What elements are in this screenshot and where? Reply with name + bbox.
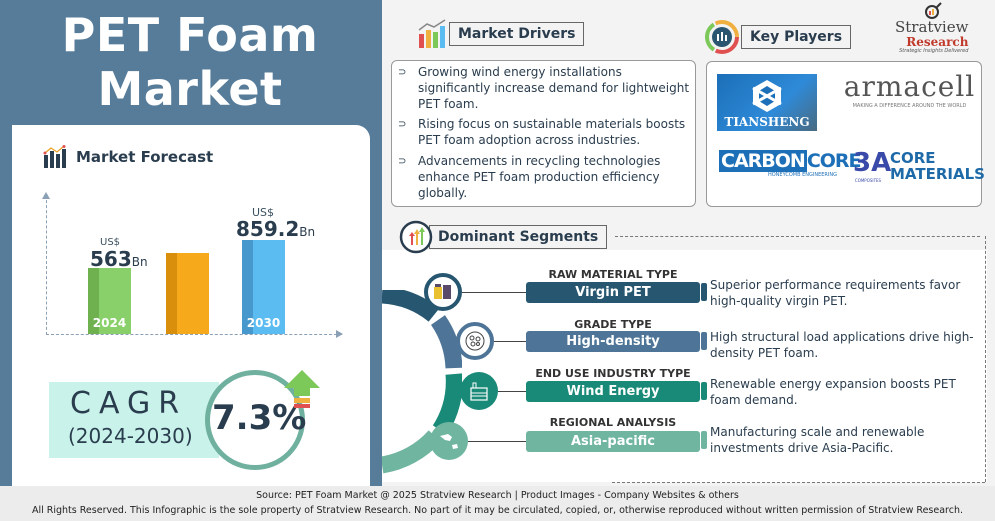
page-title: PET Foam Market: [40, 8, 340, 116]
segment-description: Manufacturing scale and renewable invest…: [710, 425, 925, 455]
growth-arrow-icon: [284, 370, 320, 408]
value-2030: 859.2Bn: [236, 217, 316, 241]
segments-arrows-icon: [399, 220, 433, 254]
cagr-label: CAGR: [70, 386, 188, 421]
segment-caption: GRADE TYPE: [574, 318, 652, 331]
armacell-logo: armacell MAKING A DIFFERENCE AROUND THE …: [843, 70, 976, 109]
title-line-2: Market: [97, 62, 283, 116]
stratview-logo: Stratview Research Strategic Insights De…: [895, 2, 968, 54]
bar-2030: 2030: [242, 240, 285, 334]
bullet-icon: ⊃: [398, 156, 407, 167]
bar-2024: 2024: [88, 268, 131, 334]
value-2024: 563Bn: [90, 247, 148, 271]
segment-description: Superior performance requirements favor …: [710, 278, 961, 308]
connector-line: [494, 341, 526, 342]
segment-caption: RAW MATERIAL TYPE: [548, 268, 678, 281]
cagr-value: 7.3%: [212, 398, 307, 438]
segment-caption: END USE INDUSTRY TYPE: [535, 367, 691, 380]
material-icon: [424, 273, 462, 311]
segment-caption: REGIONAL ANALYSIS: [549, 416, 677, 429]
bar-year-label: 2024: [92, 316, 127, 330]
drivers-heading-text: Market Drivers: [449, 22, 585, 46]
footer: Source: PET Foam Market @ 2025 Stratview…: [0, 486, 995, 521]
bar-year-label: 2030: [246, 316, 281, 330]
forecast-heading-text: Market Forecast: [76, 148, 214, 166]
drivers-chart-icon: [418, 19, 446, 48]
dominant-segments-heading: Dominant Segments: [399, 220, 608, 254]
x-axis: [46, 334, 342, 335]
segment-value-pill: Wind Energy: [526, 381, 700, 402]
segment-marker: [701, 382, 707, 400]
driver-item: Growing wind energy installations signif…: [418, 65, 690, 111]
title-line-1: PET Foam: [61, 8, 319, 62]
drivers-list: ⊃ Growing wind energy installations sign…: [391, 60, 696, 207]
dashed-border: [615, 236, 980, 237]
core-materials-logo: CORE MATERIALS: [890, 149, 985, 183]
connector-line: [498, 391, 526, 392]
carboncore-logo: CARBON CORE HONEYCOMB ENGINEERING: [719, 150, 862, 178]
cagr-box: [49, 382, 219, 458]
bullet-icon: ⊃: [398, 119, 407, 130]
factory-icon: [460, 372, 498, 410]
segment-value-pill: Asia-pacific: [526, 431, 700, 452]
tiansheng-hex-icon: [752, 80, 782, 112]
3a-composites-logo: 3A COMPOSITES: [853, 148, 892, 183]
footer-source: Source: PET Foam Market @ 2025 Stratview…: [256, 490, 739, 501]
bar-middle: [166, 253, 209, 334]
key-players-heading: Key Players: [705, 20, 852, 54]
connector-line: [462, 292, 526, 293]
market-forecast-heading: Market Forecast: [42, 145, 213, 169]
segment-description: Renewable energy expansion boosts PET fo…: [710, 377, 956, 407]
dashed-border: [612, 482, 985, 483]
segment-value-pill: Virgin PET: [526, 282, 700, 303]
key-players-icon: [705, 20, 739, 54]
cagr-period: (2024-2030): [68, 424, 193, 448]
currency-label: US$: [252, 206, 275, 219]
grade-icon: [456, 322, 494, 360]
key-players-heading-text: Key Players: [741, 25, 852, 49]
x-axis-arrow: [336, 330, 343, 338]
driver-item: Rising focus on sustainable materials bo…: [418, 117, 686, 147]
globe-icon: [430, 422, 468, 460]
market-drivers-heading: Market Drivers: [417, 18, 585, 50]
segment-value-pill: High-density: [526, 331, 700, 352]
tiansheng-logo: TIANSHENG: [717, 74, 817, 131]
segments-heading-text: Dominant Segments: [429, 225, 608, 249]
bullet-icon: ⊃: [398, 67, 407, 78]
bar-chart-icon: [43, 145, 66, 168]
segment-marker: [701, 431, 707, 449]
y-axis: [46, 195, 47, 335]
footer-rights: All Rights Reserved. This Infographic is…: [31, 505, 964, 516]
dashed-border: [985, 236, 986, 482]
segment-description: High structural load applications drive …: [710, 330, 974, 360]
segment-marker: [701, 283, 707, 301]
magnifier-logo-icon: [925, 2, 942, 19]
connector-line: [468, 441, 526, 442]
segment-marker: [701, 332, 707, 350]
driver-item: Advancements in recycling technologies e…: [418, 154, 661, 200]
key-players-logos: TIANSHENG armacell MAKING A DIFFERENCE A…: [706, 61, 985, 207]
currency-label: US$: [100, 237, 121, 248]
